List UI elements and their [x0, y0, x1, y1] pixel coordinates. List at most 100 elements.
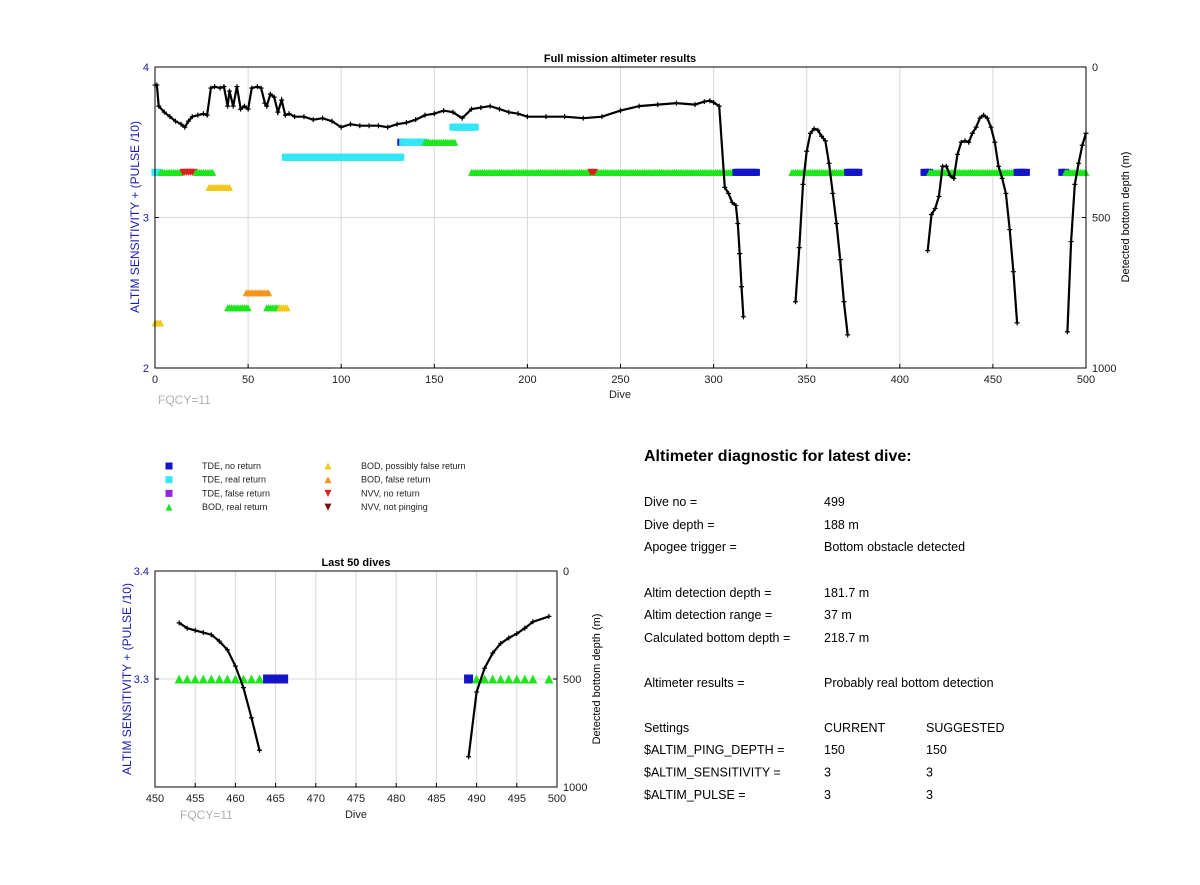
legend-label: BOD, false return	[361, 475, 431, 485]
top-x-axis-label: Dive	[609, 389, 631, 401]
legend-label: TDE, real return	[202, 475, 266, 485]
marker-nvv-no-return	[590, 168, 598, 176]
depth-point	[176, 620, 182, 626]
depth-point	[245, 106, 251, 112]
legend-label: TDE, no return	[202, 461, 261, 471]
depth-point	[729, 199, 735, 205]
marker-bod-possibly-false-return	[225, 183, 233, 191]
depth-point	[800, 181, 806, 187]
depth-point	[928, 211, 934, 217]
depth-point	[230, 103, 236, 109]
marker-bod-real-return	[472, 674, 482, 684]
x-tick-label: 455	[186, 793, 204, 805]
diagnostic-value: 188 m	[824, 518, 859, 532]
depth-point	[403, 120, 409, 126]
x-tick-label: 50	[242, 374, 254, 386]
marker-bod-real-return	[209, 168, 217, 176]
depth-point	[478, 105, 484, 111]
marker-tde-real-return	[155, 168, 163, 176]
depth-point	[830, 190, 836, 196]
depth-point	[267, 91, 273, 97]
depth-point	[286, 111, 292, 117]
depth-point	[192, 627, 198, 633]
depth-point	[618, 108, 623, 114]
depth-point	[955, 151, 961, 157]
depth-point	[225, 103, 231, 109]
depth-point	[925, 248, 931, 254]
diagnostic-label: Altim detection range =	[644, 608, 772, 622]
depth-point	[506, 109, 512, 115]
depth-point	[208, 632, 214, 638]
x-tick-label: 465	[266, 793, 284, 805]
diagnostic-label: Altimeter results =	[644, 676, 744, 690]
marker-bod-real-return	[451, 138, 459, 146]
marker-tde-no-return	[263, 674, 273, 684]
x-tick-label: 400	[891, 374, 909, 386]
diagnostic-label: Apogee trigger =	[644, 540, 737, 554]
depth-point	[962, 138, 968, 144]
setting-suggested: 3	[926, 788, 933, 802]
depth-point	[1079, 142, 1085, 148]
setting-label: $ALTIM_PULSE =	[644, 788, 746, 802]
depth-point	[161, 109, 167, 115]
depth-point	[338, 124, 344, 130]
top-chart-title: Full mission altimeter results	[544, 53, 696, 65]
marker-bod-real-return	[255, 674, 265, 684]
legend-swatch-nvv-no-return	[324, 489, 332, 497]
depth-point	[1003, 190, 1009, 196]
depth-point	[200, 630, 206, 636]
depth-point	[301, 114, 307, 120]
marker-bod-real-return	[488, 674, 498, 684]
depth-point	[221, 84, 227, 90]
depth-point	[1007, 227, 1013, 233]
depth-point	[1064, 329, 1070, 335]
depth-point	[422, 112, 428, 118]
bottom-chart-title: Last 50 dives	[321, 557, 390, 569]
x-tick-label: 490	[467, 793, 485, 805]
x-tick-label: 250	[611, 374, 629, 386]
depth-point	[506, 635, 512, 641]
marker-bod-real-return	[190, 674, 200, 684]
marker-bod-real-return	[246, 674, 256, 684]
depth-point	[217, 85, 223, 91]
legend-swatch-tde-no-return	[165, 462, 173, 470]
depth-point	[262, 100, 268, 106]
marker-tde-no-return	[855, 168, 863, 176]
depth-point	[707, 98, 713, 104]
depth-point	[238, 106, 244, 112]
depth-point	[999, 175, 1005, 181]
depth-point	[275, 109, 281, 115]
x-tick-label: 450	[984, 374, 1002, 386]
setting-current: 150	[824, 743, 845, 757]
depth-point	[793, 299, 799, 305]
depth-point	[279, 97, 285, 103]
depth-point	[1010, 269, 1016, 275]
depth-point	[310, 117, 316, 123]
depth-point	[254, 84, 260, 90]
diagnostic-value: 37 m	[824, 608, 852, 622]
legend-label: TDE, false return	[202, 488, 270, 498]
depth-point	[515, 111, 521, 117]
legend-label: BOD, possibly false return	[361, 461, 466, 471]
x-tick-label: 350	[798, 374, 816, 386]
depth-point	[725, 190, 731, 196]
diagnostic-title: Altimeter diagnostic for latest dive:	[644, 448, 912, 465]
settings-header-current: CURRENT	[824, 721, 885, 735]
depth-point	[394, 121, 400, 127]
x-tick-label: 100	[332, 374, 350, 386]
marker-tde-real-return	[471, 123, 479, 131]
depth-point	[737, 251, 743, 257]
depth-point	[459, 115, 465, 121]
y-tick-label: 3	[143, 213, 149, 225]
depth-point	[490, 650, 496, 656]
depth-point	[692, 102, 698, 108]
depth-point	[189, 114, 195, 120]
marker-bod-real-return	[528, 674, 538, 684]
diagnostic-value: Probably real bottom detection	[824, 676, 994, 690]
y2-tick-label: 0	[563, 566, 569, 578]
marker-bod-real-return	[512, 674, 522, 684]
marker-tde-no-return	[752, 168, 760, 176]
depth-point	[195, 112, 201, 118]
depth-point	[562, 114, 568, 120]
legend: TDE, no return TDE, real return TDE, false…	[165, 461, 466, 512]
